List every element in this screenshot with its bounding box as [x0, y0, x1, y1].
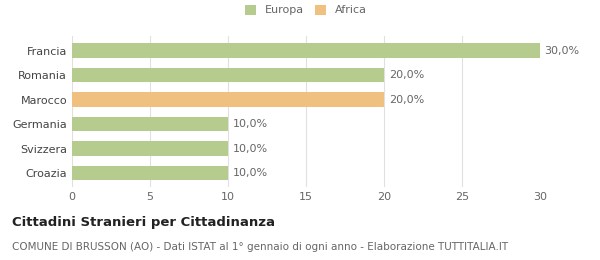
- Text: COMUNE DI BRUSSON (AO) - Dati ISTAT al 1° gennaio di ogni anno - Elaborazione TU: COMUNE DI BRUSSON (AO) - Dati ISTAT al 1…: [12, 242, 508, 252]
- Legend: Europa, Africa: Europa, Africa: [242, 1, 370, 19]
- Text: 30,0%: 30,0%: [545, 46, 580, 56]
- Bar: [72, 166, 228, 180]
- Text: 10,0%: 10,0%: [233, 119, 268, 129]
- Text: 10,0%: 10,0%: [233, 168, 268, 178]
- Text: 10,0%: 10,0%: [233, 144, 268, 153]
- Bar: [72, 43, 540, 58]
- Bar: [72, 92, 384, 107]
- Text: Cittadini Stranieri per Cittadinanza: Cittadini Stranieri per Cittadinanza: [12, 216, 275, 229]
- Text: 20,0%: 20,0%: [389, 95, 424, 105]
- Bar: [72, 68, 384, 82]
- Bar: [72, 117, 228, 131]
- Text: 20,0%: 20,0%: [389, 70, 424, 80]
- Bar: [72, 141, 228, 156]
